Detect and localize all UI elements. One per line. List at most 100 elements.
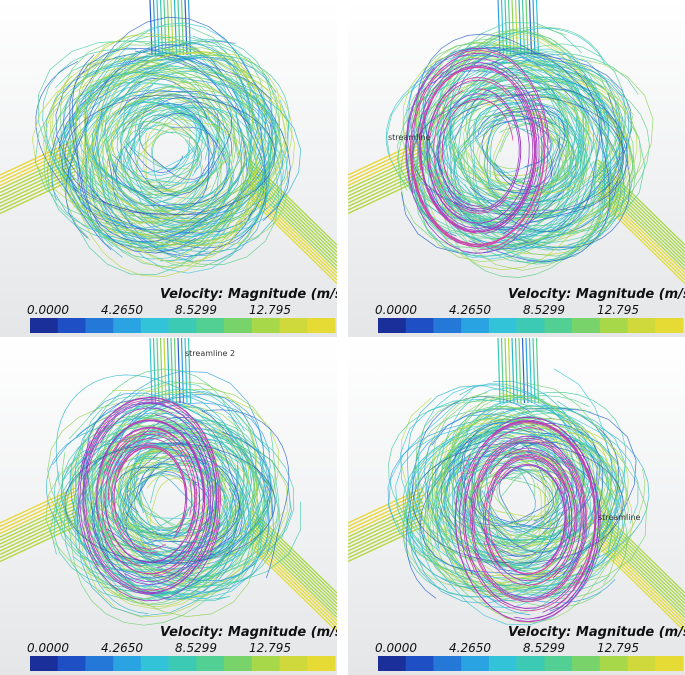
- right-streamline: [597, 525, 685, 611]
- highlight-streamline: [111, 442, 158, 554]
- streamline: [472, 66, 598, 225]
- highlight-streamline: [96, 451, 202, 575]
- highlight-streamline: [426, 82, 514, 224]
- streamline: [168, 109, 202, 171]
- colorbar-segment: [405, 656, 434, 671]
- highlight-streamline: [127, 419, 206, 577]
- streamline: [402, 51, 594, 271]
- colorbar-segment: [572, 656, 601, 671]
- highlight-streamline: [488, 458, 571, 556]
- streamline: [34, 25, 265, 244]
- colorbar-segment: [544, 318, 573, 333]
- highlight-streamline: [80, 396, 222, 551]
- colorbar-segment: [113, 318, 142, 333]
- colorbar-segment: [85, 318, 114, 333]
- streamline: [500, 470, 566, 538]
- streamline: [42, 51, 262, 265]
- streamline: [481, 80, 610, 241]
- highlight-streamline: [126, 426, 200, 569]
- streamline: [84, 71, 266, 251]
- highlight-streamline: [410, 112, 546, 246]
- inlet-streamline: [532, 0, 536, 56]
- streamline: [135, 128, 205, 193]
- streamline: [83, 417, 278, 575]
- highlight-streamline: [428, 88, 535, 231]
- legend-title: Velocity: Magnitude (m/s): [508, 625, 685, 640]
- highlight-streamline: [483, 453, 567, 569]
- streamline: [201, 409, 290, 579]
- tick-label: 8.5299: [175, 303, 217, 317]
- streamline: [510, 461, 558, 524]
- highlight-streamline: [113, 446, 166, 550]
- streamline: [111, 113, 210, 210]
- highlight-streamline: [447, 96, 520, 210]
- streamline: [214, 67, 293, 256]
- inlet-streamline: [507, 338, 512, 404]
- streamline: [129, 113, 215, 199]
- highlight-streamline: [95, 420, 205, 521]
- streamline: [409, 461, 620, 598]
- streamline: [449, 59, 625, 249]
- tick-label: 4.2650: [449, 641, 491, 655]
- chamber-outline: [64, 94, 276, 216]
- streamline: [134, 462, 212, 529]
- highlight-streamline: [468, 422, 596, 590]
- streamline: [482, 103, 568, 188]
- streamline: [110, 448, 165, 552]
- streamline: [387, 405, 613, 531]
- streamline: [474, 100, 539, 183]
- left-streamline: [0, 501, 76, 538]
- streamline: [445, 506, 595, 587]
- streamline: [443, 434, 599, 588]
- streamline: [441, 451, 554, 561]
- highlight-streamline: [470, 443, 570, 601]
- streamline: [89, 459, 276, 606]
- streamline: [425, 157, 552, 220]
- streamline: [425, 85, 570, 187]
- colorbar-segment: [378, 318, 407, 333]
- streamline: [468, 97, 522, 187]
- streamline: [481, 117, 560, 191]
- streamline: [44, 100, 183, 233]
- right-streamline: [249, 539, 337, 625]
- highlight-streamline: [79, 397, 216, 567]
- colorbar-segment: [140, 656, 170, 671]
- streamline: [437, 422, 523, 550]
- streamline: [406, 417, 592, 581]
- streamline: [91, 429, 272, 599]
- panel: streamline 2 Velocity: Magnitude (m/s) 0.0…: [0, 338, 337, 675]
- colorbar-segment: [307, 318, 336, 333]
- left-streamline: [348, 170, 424, 208]
- streamline: [117, 91, 223, 178]
- streamline: [427, 412, 609, 586]
- tick-label: 8.5299: [175, 641, 217, 655]
- streamline: [118, 90, 232, 196]
- streamline: [471, 446, 545, 536]
- inlet-streamline: [166, 0, 171, 56]
- panel: Velocity: Magnitude (m/s) 0.0000 4.2650 8.5…: [0, 0, 337, 337]
- highlight-streamline: [483, 473, 576, 586]
- streamline: [446, 73, 570, 150]
- streamline: [97, 95, 232, 229]
- streamline: [447, 438, 555, 497]
- highlight-streamline: [474, 458, 587, 602]
- streamline: [86, 73, 186, 224]
- streamline: [50, 402, 262, 596]
- highlight-streamline: [105, 430, 198, 543]
- streamline: [490, 468, 522, 523]
- highlight-streamline: [471, 501, 585, 599]
- highlight-streamline: [464, 445, 583, 610]
- streamline: [492, 112, 573, 186]
- streamline: [456, 47, 629, 229]
- streamline: [145, 83, 264, 228]
- highlight-streamline: [124, 414, 209, 582]
- highlight-streamline: [473, 440, 583, 537]
- colorbar-segment: [168, 318, 197, 333]
- streamline: [478, 67, 584, 200]
- streamline: [117, 462, 191, 544]
- streamline: [62, 48, 197, 205]
- streamline: [503, 76, 603, 249]
- highlight-streamline: [459, 420, 595, 575]
- tick-label: 0.0000: [375, 303, 417, 317]
- inlet-streamline: [149, 0, 153, 56]
